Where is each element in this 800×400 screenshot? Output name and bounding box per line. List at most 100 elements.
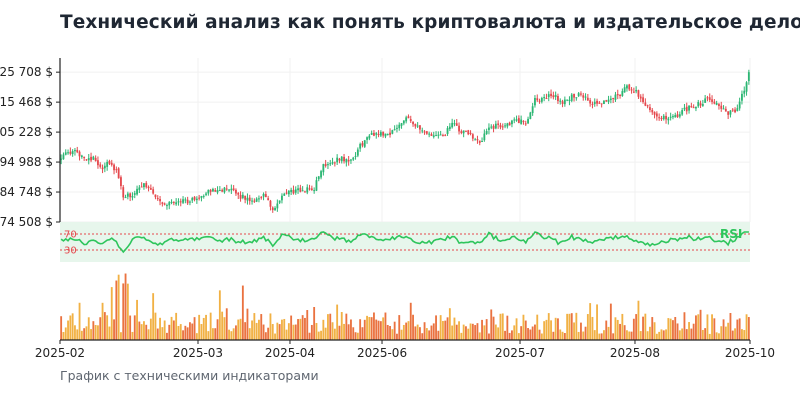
volume-bar <box>683 312 686 340</box>
candle-body <box>62 154 65 160</box>
volume-bar <box>143 321 145 340</box>
candle-body <box>485 131 488 134</box>
candlestick-series <box>60 69 750 213</box>
candle-body <box>520 119 523 124</box>
candle-body <box>338 158 341 161</box>
candle-body <box>738 101 741 109</box>
candle-body <box>264 194 267 198</box>
volume-bar <box>370 317 373 340</box>
volume-bar <box>92 321 95 340</box>
volume-bar <box>729 313 732 340</box>
y-tick-label: 94 988 $ <box>0 155 53 169</box>
volume-bar <box>708 333 711 340</box>
candle-body <box>508 122 511 126</box>
volume-bar <box>375 319 378 340</box>
candle-body <box>483 133 486 141</box>
volume-bar <box>522 314 525 340</box>
candle-body <box>216 190 219 193</box>
candle-body <box>97 160 99 166</box>
volume-bar <box>573 322 575 340</box>
volume-bar <box>444 320 447 340</box>
volume-bar <box>584 326 587 340</box>
volume-bar <box>545 319 548 340</box>
candle-body <box>460 131 463 133</box>
volume-bar <box>281 319 283 340</box>
candle-body <box>281 195 283 201</box>
volume-bar <box>513 325 516 340</box>
candle-body <box>540 97 543 102</box>
volume-bar <box>200 324 203 340</box>
volume-bar <box>660 329 663 340</box>
volume-bar <box>122 283 125 340</box>
candle-body <box>329 163 332 165</box>
volume-bar <box>223 317 226 340</box>
candle-body <box>195 198 198 201</box>
rsi-legend-label: RSI <box>720 227 742 241</box>
candle-body <box>113 164 115 171</box>
volume-bar <box>297 319 299 340</box>
candle-body <box>577 93 580 97</box>
volume-bar <box>271 324 274 340</box>
volume-bar <box>653 322 656 340</box>
volume-bar <box>552 331 555 340</box>
volume-bar <box>145 324 148 340</box>
candle-body <box>347 159 350 162</box>
volume-bar <box>734 328 736 340</box>
candle-body <box>278 200 281 203</box>
volume-bar <box>490 309 493 340</box>
candle-body <box>428 133 431 135</box>
candle-body <box>359 143 362 149</box>
volume-bar <box>363 319 366 340</box>
candle-body <box>149 188 152 190</box>
volume-bar <box>432 323 435 340</box>
volume-bar <box>531 326 534 340</box>
candle-body <box>179 201 182 203</box>
volume-bar <box>453 317 456 340</box>
volume-bar <box>651 317 654 340</box>
candle-body <box>582 95 585 98</box>
candle-body <box>649 107 651 111</box>
candle-body <box>499 125 502 128</box>
volume-bar <box>540 333 543 340</box>
rsi-band <box>60 222 750 262</box>
candle-body <box>313 190 316 192</box>
volume-bar <box>356 332 359 340</box>
volume-bar <box>235 325 237 340</box>
volume-bar <box>561 331 564 340</box>
candle-body <box>474 139 477 141</box>
volume-bar <box>212 328 214 340</box>
volume-bar <box>508 332 511 340</box>
candle-body <box>83 156 86 159</box>
candle-body <box>255 198 258 202</box>
candle-body <box>729 110 732 115</box>
volume-bar <box>665 329 667 340</box>
volume-bar <box>76 329 79 340</box>
axes <box>56 58 751 344</box>
candle-body <box>189 201 191 203</box>
candle-body <box>212 188 214 192</box>
candle-body <box>630 89 633 91</box>
volume-bar <box>467 328 470 340</box>
volume-bar <box>439 315 442 340</box>
candle-body <box>294 189 297 193</box>
volume-bar <box>580 322 582 340</box>
candle-body <box>287 190 290 195</box>
volume-bar <box>559 329 562 340</box>
volume-bar <box>396 333 398 340</box>
volume-bar <box>170 316 173 340</box>
candle-body <box>207 189 210 194</box>
candle-body <box>400 123 403 126</box>
volume-bar <box>373 312 375 340</box>
candle-body <box>605 100 608 102</box>
volume-bar <box>442 320 444 340</box>
candle-body <box>536 98 539 101</box>
volume-bar <box>412 314 414 340</box>
volume-bar <box>345 313 348 340</box>
volume-bar <box>706 314 709 340</box>
volume-bar <box>205 314 207 340</box>
candle-body <box>170 201 173 203</box>
volume-bar <box>492 316 495 340</box>
volume-bar <box>483 325 486 340</box>
candle-body <box>570 94 573 101</box>
volume-bar <box>71 313 74 340</box>
